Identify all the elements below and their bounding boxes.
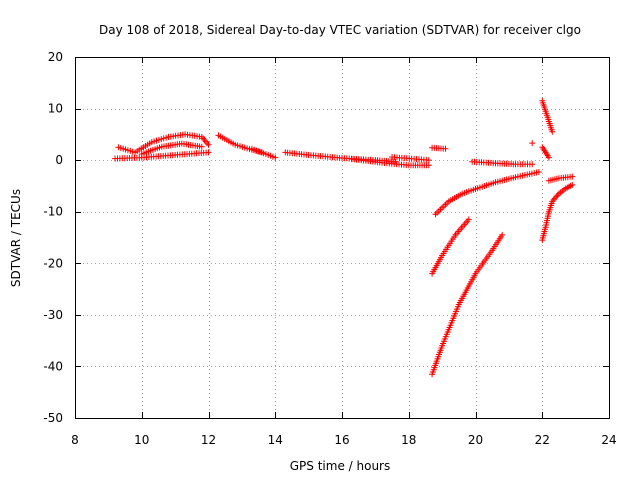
data-point-markers: [112, 149, 212, 162]
data-series-segment: [539, 181, 576, 244]
x-tick-label: 20: [468, 433, 483, 447]
x-tick-label: 8: [71, 433, 79, 447]
x-tick-label: 24: [601, 433, 616, 447]
data-layer: [112, 97, 576, 378]
data-series-segment: [112, 149, 212, 162]
data-series-segment: [529, 140, 536, 147]
x-axis-label: GPS time / hours: [290, 459, 391, 473]
data-point-markers: [248, 145, 279, 161]
data-point-markers: [539, 97, 556, 135]
data-point-markers: [539, 181, 576, 244]
data-point-markers: [115, 131, 212, 156]
x-tick-label: 10: [134, 433, 149, 447]
y-tick-label: -50: [43, 411, 63, 425]
y-tick-label: -40: [43, 359, 63, 373]
data-series-segment: [389, 154, 432, 164]
y-tick-label: -10: [43, 205, 63, 219]
data-series-segment: [138, 140, 205, 157]
data-series-segment: [539, 144, 552, 161]
data-point-markers: [469, 158, 536, 168]
data-series-segment: [429, 216, 472, 277]
data-point-markers: [529, 140, 536, 147]
x-tick-label: 22: [535, 433, 550, 447]
tick-layer: 8 10 12 14 16 18 20 22 24 -50 -40 -30 -20 -10 0 10 20: [43, 50, 616, 447]
y-tick-label: 20: [48, 50, 63, 64]
data-point-markers: [349, 156, 432, 169]
data-point-markers: [138, 140, 205, 157]
y-tick-label: -30: [43, 308, 63, 322]
data-point-markers: [429, 144, 449, 152]
data-point-markers: [429, 216, 472, 277]
data-series-segment: [545, 173, 576, 184]
x-tick-label: 18: [401, 433, 416, 447]
grid-layer: [75, 57, 609, 418]
data-series-segment: [248, 145, 279, 161]
data-series-segment: [429, 144, 449, 152]
data-point-markers: [389, 154, 432, 164]
y-tick-label: 0: [55, 153, 63, 167]
data-point-markers: [429, 231, 506, 378]
data-series-segment: [469, 158, 536, 168]
chart-title: Day 108 of 2018, Sidereal Day-to-day VTE…: [99, 23, 581, 37]
y-axis-label: SDTVAR / TECUs: [9, 189, 23, 287]
x-tick-label: 16: [334, 433, 349, 447]
data-series-segment: [429, 231, 506, 378]
data-point-markers: [432, 169, 542, 218]
data-series-segment: [349, 156, 432, 169]
data-series-segment: [539, 97, 556, 135]
y-tick-label: 10: [48, 102, 63, 116]
data-point-markers: [539, 144, 552, 161]
data-point-markers: [545, 173, 576, 184]
data-series-segment: [432, 169, 542, 218]
y-tick-label: -20: [43, 256, 63, 270]
x-tick-label: 12: [201, 433, 216, 447]
data-series-segment: [115, 131, 212, 156]
x-tick-label: 14: [268, 433, 283, 447]
